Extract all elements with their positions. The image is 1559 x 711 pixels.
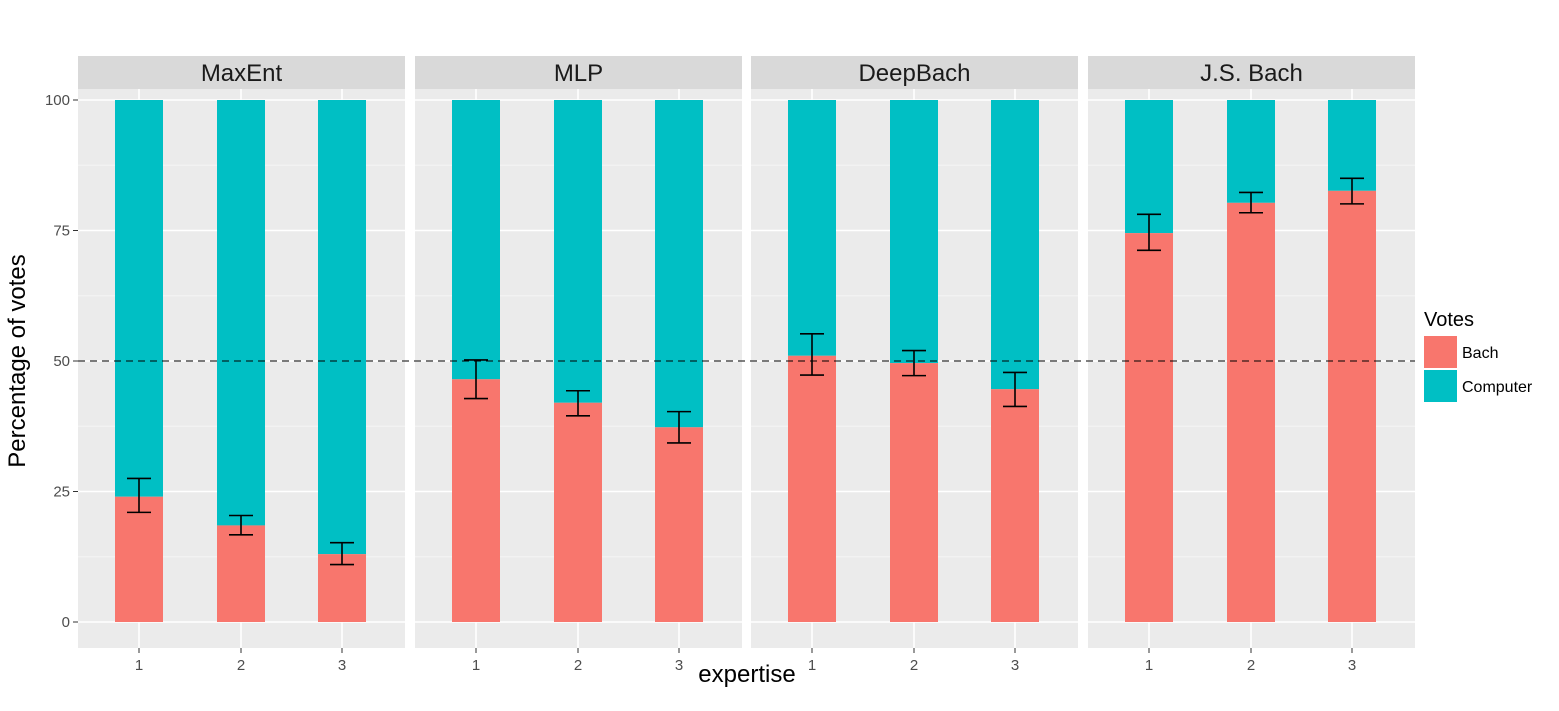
- x-tick-label: 3: [675, 657, 683, 674]
- y-axis: 0 25 50 75 100: [45, 92, 78, 631]
- bar-computer: [991, 100, 1039, 390]
- legend: Votes Bach Computer: [1424, 309, 1533, 402]
- x-tick-label: 1: [135, 657, 143, 674]
- bar-computer: [788, 100, 836, 356]
- y-tick-label: 100: [45, 92, 70, 109]
- bar-bach: [554, 402, 602, 622]
- facet-panel-deepbach: DeepBach 1 2 3: [751, 56, 1078, 674]
- facet-strip-label: J.S. Bach: [1200, 60, 1303, 87]
- bar-bach: [1125, 233, 1173, 623]
- facet-strip: [1088, 56, 1415, 89]
- facet-strip-label: MaxEnt: [201, 60, 283, 87]
- bar-computer: [1125, 100, 1173, 234]
- bar-computer: [318, 100, 366, 555]
- y-tick-label: 25: [53, 484, 70, 501]
- facet-panels: MaxEnt 1 2 3 MLP 1 2 3 DeepBach 1 2 3 J.S. Bach 1 2 3: [78, 56, 1415, 674]
- x-tick-label: 3: [338, 657, 346, 674]
- bar-computer: [452, 100, 500, 380]
- y-axis-title: Percentage of votes: [4, 254, 31, 467]
- y-tick-label: 75: [53, 223, 70, 240]
- bar-bach: [788, 355, 836, 622]
- legend-label-computer: Computer: [1462, 379, 1533, 396]
- facet-panel-j-s-bach: J.S. Bach 1 2 3: [1088, 56, 1415, 674]
- legend-swatch-bach: [1424, 336, 1457, 368]
- x-tick-label: 3: [1348, 657, 1356, 674]
- bar-computer: [1328, 100, 1376, 191]
- bar-bach: [991, 389, 1039, 622]
- facet-strip: [751, 56, 1078, 89]
- bar-computer: [115, 100, 163, 497]
- bar-bach: [115, 496, 163, 622]
- bar-bach: [890, 363, 938, 622]
- facet-strip-label: DeepBach: [858, 60, 970, 87]
- x-tick-label: 1: [808, 657, 816, 674]
- x-tick-label: 1: [1145, 657, 1153, 674]
- facet-strip: [78, 56, 405, 89]
- bar-computer: [1227, 100, 1275, 203]
- bar-computer: [554, 100, 602, 403]
- x-tick-label: 2: [574, 657, 582, 674]
- legend-title: Votes: [1424, 309, 1474, 331]
- legend-label-bach: Bach: [1462, 345, 1498, 362]
- bar-bach: [452, 379, 500, 622]
- x-axis-title: expertise: [698, 661, 795, 688]
- bar-bach: [1227, 202, 1275, 623]
- x-tick-label: 2: [1247, 657, 1255, 674]
- x-tick-label: 2: [910, 657, 918, 674]
- x-tick-label: 2: [237, 657, 245, 674]
- bar-computer: [217, 100, 265, 526]
- bar-computer: [655, 100, 703, 428]
- bar-bach: [655, 427, 703, 622]
- facet-strip-label: MLP: [554, 60, 603, 87]
- bar-bach: [217, 525, 265, 622]
- x-tick-label: 3: [1011, 657, 1019, 674]
- bar-bach: [318, 554, 366, 622]
- y-tick-label: 0: [62, 614, 70, 631]
- bar-bach: [1328, 190, 1376, 622]
- x-tick-label: 1: [472, 657, 480, 674]
- legend-swatch-computer: [1424, 370, 1457, 402]
- facet-panel-maxent: MaxEnt 1 2 3: [78, 56, 405, 674]
- facet-strip: [415, 56, 742, 89]
- y-tick-label: 50: [53, 353, 70, 370]
- bar-computer: [890, 100, 938, 364]
- facet-panel-mlp: MLP 1 2 3: [415, 56, 742, 674]
